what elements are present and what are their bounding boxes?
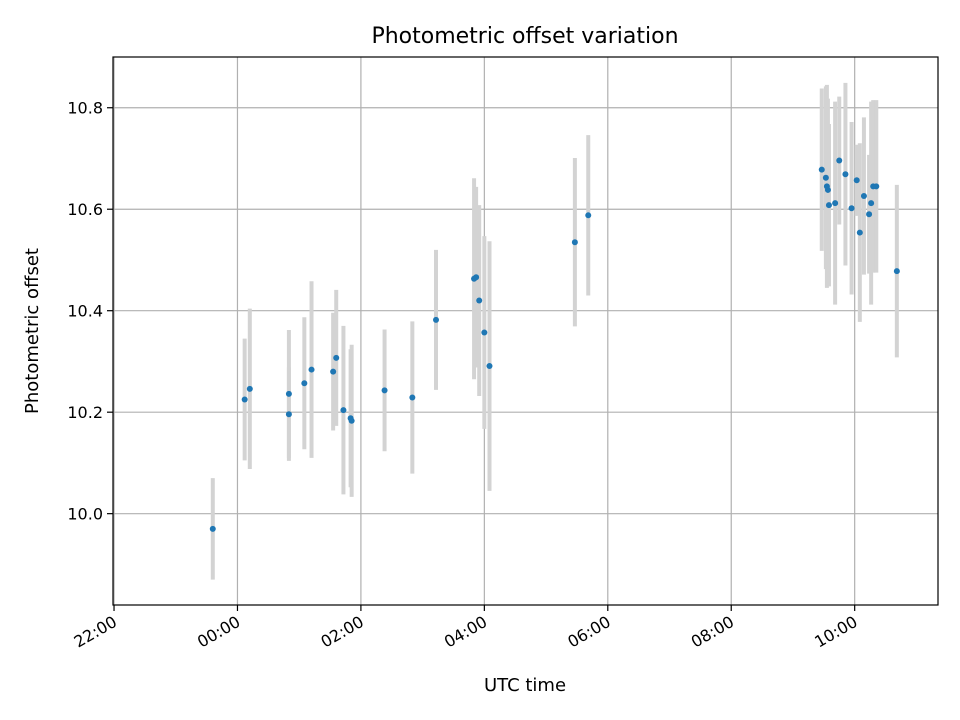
data-point [348,417,355,424]
data-point [433,316,440,323]
y-tick-label: 10.2 [67,403,103,422]
x-axis-label: UTC time [484,675,566,696]
data-point [476,297,483,304]
chart-title: Photometric offset variation [371,24,678,49]
data-point [836,157,843,164]
data-point [473,274,480,281]
data-point [308,366,315,373]
data-points [209,157,900,532]
data-point [893,268,900,275]
data-point [241,396,248,403]
data-point [409,394,416,401]
data-point [824,186,831,193]
data-point [209,525,216,532]
data-point [848,205,855,212]
data-point [856,229,863,236]
data-point [842,171,849,178]
data-point [481,329,488,336]
data-point [381,387,388,394]
data-point [868,200,875,207]
data-point [486,363,493,370]
data-point [860,193,867,200]
data-point [333,354,340,361]
data-point [832,200,839,207]
data-point [330,368,337,375]
y-tick-label: 10.6 [67,200,103,219]
data-point [285,390,292,397]
data-point [585,212,592,219]
y-tick-label: 10.8 [67,99,103,118]
y-tick-label: 10.4 [67,302,103,321]
data-point [285,411,292,418]
y-axis-ticks: 10.0 10.2 10.4 10.6 10.8 [67,99,113,524]
data-point [873,183,880,190]
data-point [571,239,578,246]
data-point [818,166,825,173]
data-point [246,385,253,392]
data-point [853,177,860,184]
data-point [340,407,347,414]
plot-frame [112,56,939,606]
data-point [825,202,832,209]
y-axis-label: Photometric offset [22,248,43,414]
data-point [822,174,829,181]
y-tick-label: 10.0 [67,505,103,524]
data-point [866,211,873,218]
data-point [301,380,308,387]
